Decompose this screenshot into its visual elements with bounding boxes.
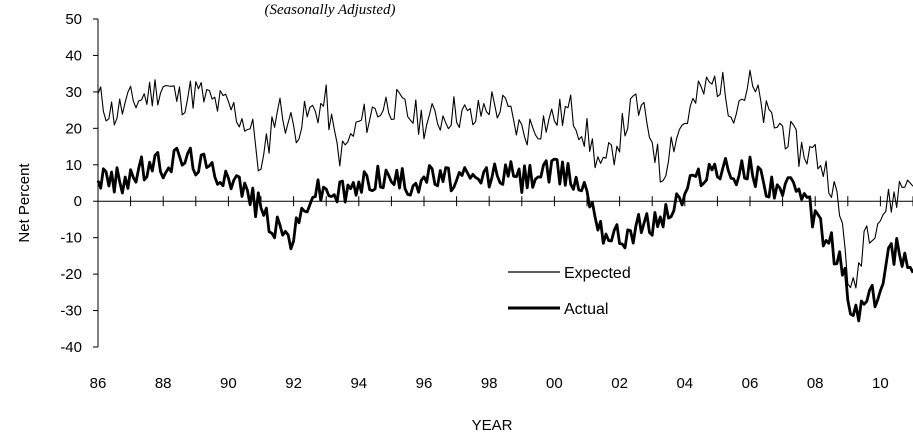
x-tick-label: 00 [546, 375, 563, 392]
x-tick-label: 92 [285, 375, 302, 392]
x-tick-label: 96 [416, 375, 433, 392]
series-line-actual [96, 146, 913, 323]
x-axis: 86 88 90 92 94 96 98 00 02 04 06 08 10 [90, 196, 913, 392]
x-tick-label: 86 [90, 375, 107, 392]
y-tick-label: 50 [65, 11, 82, 28]
y-axis-title: Net Percent [16, 163, 33, 243]
x-tick-label: 94 [350, 375, 367, 392]
chart-subtitle: (Seasonally Adjusted) [265, 2, 396, 18]
x-tick-label: 02 [611, 375, 628, 392]
x-tick-label: 06 [742, 375, 759, 392]
x-tick-label: 90 [220, 375, 237, 392]
x-tick-label: 88 [155, 375, 172, 392]
x-axis-title: YEAR [472, 417, 513, 434]
y-tick-label: 40 [65, 47, 82, 64]
y-axis: 50 40 30 20 10 0 -10 -20 -30 -40 [60, 11, 99, 356]
y-tick-label: 20 [65, 120, 82, 137]
x-tick-label: 08 [807, 375, 824, 392]
series-layer [96, 69, 913, 323]
legend-label-actual: Actual [564, 301, 608, 318]
y-tick-label: -30 [60, 303, 82, 320]
legend-label-expected: Expected [564, 265, 631, 282]
series-line-expected [97, 69, 913, 289]
x-tick-label: 04 [676, 375, 693, 392]
y-tick-label: -20 [60, 266, 82, 283]
y-tick-label: 30 [65, 84, 82, 101]
legend: Expected Actual [508, 265, 631, 318]
y-tick-label: 10 [65, 157, 82, 174]
x-tick-label: 10 [872, 375, 889, 392]
y-tick-label: -10 [60, 230, 82, 247]
x-tick-label: 98 [481, 375, 498, 392]
y-tick-label: 0 [74, 193, 82, 210]
y-tick-label: -40 [60, 339, 82, 356]
